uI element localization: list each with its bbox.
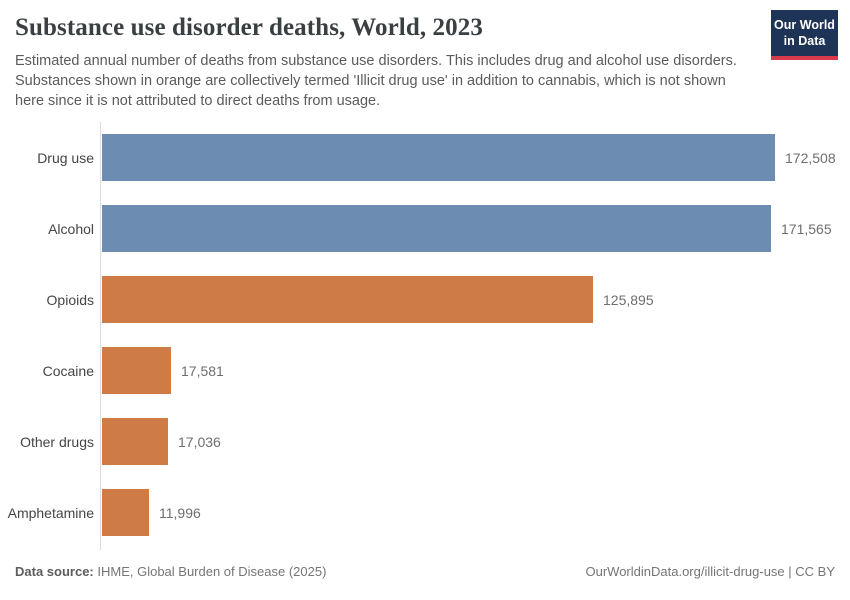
bar[interactable] [102, 347, 171, 394]
category-label: Alcohol [48, 220, 94, 237]
chart-subtitle: Estimated annual number of deaths from s… [15, 53, 737, 109]
bar-chart: Drug use 172,508 Alcohol 171,565 Opioids 125,… [0, 122, 850, 550]
category-label: Amphetamine [7, 504, 94, 521]
value-label: 11,996 [159, 504, 201, 521]
value-label: 17,036 [178, 433, 221, 450]
chart-footer: Data source: IHME, Global Burden of Dise… [15, 564, 835, 579]
bar[interactable] [102, 418, 168, 465]
category-label: Opioids [46, 291, 94, 308]
value-label: 172,508 [785, 149, 836, 166]
category-label: Drug use [37, 149, 94, 166]
footer-citation-link[interactable]: OurWorldinData.org/illicit-drug-use | CC… [585, 564, 836, 579]
bar-row: Drug use 172,508 [37, 134, 850, 181]
data-source-value: IHME, Global Burden of Disease (2025) [93, 564, 327, 579]
bar[interactable] [102, 205, 771, 252]
category-label: Other drugs [20, 433, 94, 450]
chart-header: Substance use disorder deaths, World, 20… [15, 10, 838, 111]
owid-logo-line2: in Data [783, 34, 826, 49]
bar-row: Alcohol 171,565 [48, 205, 850, 252]
bar-row: Other drugs 17,036 [20, 418, 850, 465]
plot-area: Drug use 172,508 Alcohol 171,565 Opioids 125,… [8, 122, 850, 550]
data-source-label: Data source: [15, 564, 94, 579]
bar[interactable] [102, 276, 593, 323]
bar[interactable] [102, 134, 775, 181]
bar-row: Cocaine 17,581 [43, 347, 850, 394]
value-label: 171,565 [781, 220, 832, 237]
data-source: Data source: IHME, Global Burden of Dise… [15, 564, 326, 579]
bar-row: Opioids 125,895 [47, 276, 850, 323]
value-label: 125,895 [603, 291, 654, 308]
owid-logo-line1: Our World [774, 18, 835, 32]
category-label: Cocaine [42, 362, 94, 379]
bar[interactable] [102, 489, 149, 536]
bar-row: Amphetamine 11,996 [8, 489, 850, 536]
value-label: 17,581 [181, 362, 224, 379]
page-title: Substance use disorder deaths, World, 20… [15, 14, 483, 41]
owid-logo[interactable]: Our World in Data [771, 10, 838, 60]
